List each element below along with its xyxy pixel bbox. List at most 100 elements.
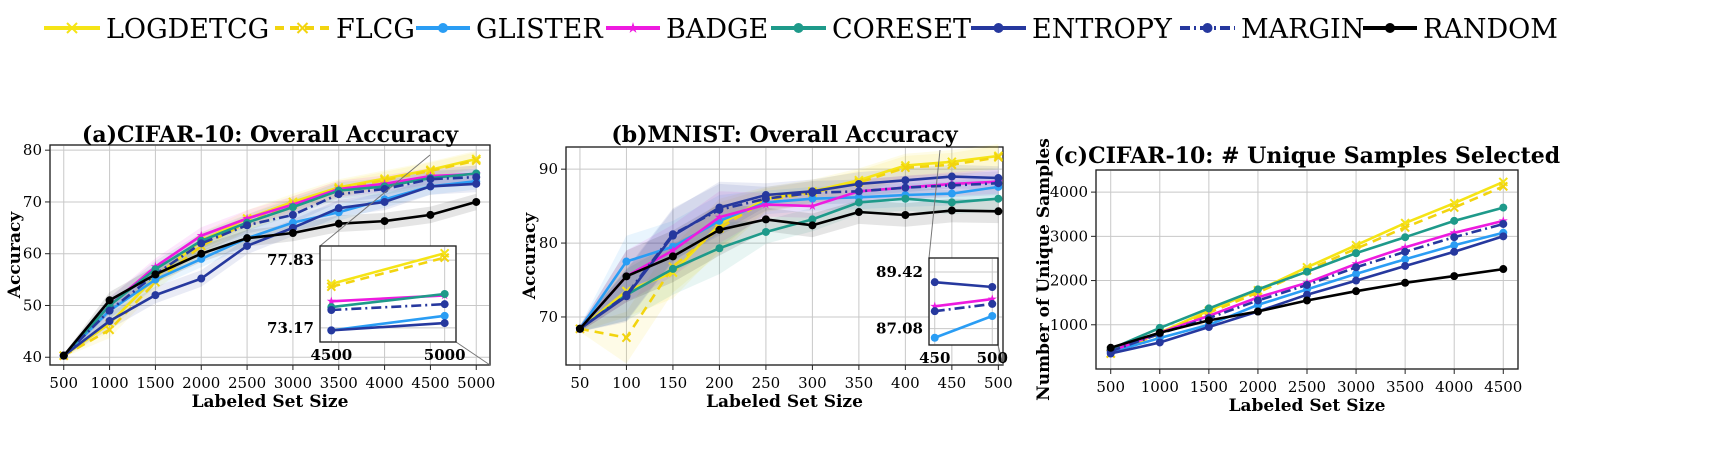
pa-point-random <box>105 296 114 305</box>
pc-point-coreset <box>1253 285 1262 294</box>
pa-series-random <box>59 197 481 360</box>
pb-band-logdetcg <box>579 144 999 332</box>
pb-point-flcg-b <box>993 152 1004 163</box>
pa-point-flcg <box>471 155 481 166</box>
pc-point-logdetcg <box>1351 240 1361 250</box>
pa-band-coreset <box>63 165 477 358</box>
pa-inset-point-badge <box>326 296 336 306</box>
pb-tick-label-y: 80 <box>539 234 558 252</box>
pb-inset-tick-label-y: 89.42 <box>876 263 923 281</box>
pa-tick-label-y: 70 <box>23 193 42 211</box>
pc-point-random <box>1155 328 1164 337</box>
legend-marker-badge <box>627 22 639 33</box>
pb-inset-connector <box>997 344 1004 366</box>
pb-point-logdetcg-b <box>900 160 911 171</box>
pc-point-coreset <box>1401 233 1410 242</box>
pc-tick-label-y: 3000 <box>1050 227 1088 245</box>
legend-label-glister: GLISTER <box>476 14 603 45</box>
pa-inset-tick-label-y: 73.17 <box>267 319 314 337</box>
pc-point-random <box>1106 343 1115 352</box>
pa-point-entropy <box>380 197 389 206</box>
legend-item-flcg: FLCG <box>275 14 415 45</box>
pc-point-flcg <box>1400 222 1410 233</box>
pa-point-random <box>472 197 481 206</box>
pb-band-flcg <box>579 145 999 364</box>
pa-point-logdetcg-b <box>471 154 481 164</box>
pc-point-random <box>1303 296 1311 305</box>
pc-point-coreset <box>1499 203 1508 212</box>
pb-point-margin <box>622 290 631 299</box>
pa-inset-border <box>319 245 457 343</box>
pa-point-random <box>288 229 297 237</box>
pc-point-margin <box>1253 296 1262 305</box>
pa-tick-label-y: 60 <box>23 245 42 263</box>
pa-point-logdetcg-b <box>379 173 390 184</box>
pb-point-margin <box>901 183 910 192</box>
pa-point-entropy <box>334 204 343 213</box>
pb-point-random <box>715 225 724 234</box>
pb-point-coreset <box>901 194 910 203</box>
pb-point-flcg-b <box>947 160 957 170</box>
pb-line-random <box>578 209 999 330</box>
pc-tick-label-x: 4000 <box>1435 378 1473 396</box>
legend-item-entropy: ENTROPY <box>971 14 1173 45</box>
pa-inset-point-entropy <box>440 319 449 328</box>
pb-inset-point-glister <box>988 312 997 320</box>
pa-band-logdetcg <box>63 150 477 358</box>
pa-tick-label-x: 4500 <box>411 374 449 392</box>
pb-point-random <box>668 252 677 261</box>
pa-point-entropy <box>472 179 481 188</box>
pb-point-random <box>761 215 770 224</box>
pa-point-margin <box>243 221 252 230</box>
pa-point-margin <box>288 210 297 219</box>
pb-xlabel: Labeled Set Size <box>706 392 863 412</box>
legend-marker-glister <box>438 23 448 33</box>
pc-point-badge <box>1449 228 1459 237</box>
pb-point-random <box>901 210 910 219</box>
pc-tick-label-x: 3000 <box>1337 378 1375 396</box>
pa-inset-line-entropy <box>331 321 445 332</box>
pc-point-coreset <box>1204 304 1213 313</box>
pc-tick-label-x: 3500 <box>1386 378 1424 396</box>
pb-point-entropy <box>947 172 956 181</box>
pb-plot-border <box>565 146 1004 366</box>
legend-marker-random <box>1385 23 1395 33</box>
pb-tick-label-x: 250 <box>752 374 781 392</box>
pb-band-entropy <box>579 164 999 332</box>
pc-point-flcg-b <box>1449 202 1459 213</box>
pb-point-badge <box>668 245 678 255</box>
pb-point-glister <box>622 257 631 266</box>
pb-inset-connector <box>928 149 941 259</box>
pb-inset-point-entropy <box>930 278 939 287</box>
pa-line-margin <box>62 175 477 357</box>
pa-tick-label-x: 4000 <box>365 374 403 392</box>
pb-tick-label-x: 450 <box>938 374 967 392</box>
pc-point-glister <box>1401 255 1410 264</box>
pc-point-badge <box>1400 242 1410 252</box>
pb-tick-label-x: 300 <box>798 374 827 392</box>
pc-point-margin <box>1401 247 1410 256</box>
pc-point-entropy <box>1303 290 1311 299</box>
pa-band-badge <box>63 165 477 358</box>
pb-point-flcg-b <box>900 162 911 173</box>
pb-point-margin <box>808 188 817 197</box>
pa-inset-point-margin <box>440 300 449 309</box>
pa-tick-label-x: 500 <box>49 374 78 392</box>
pb-tick-label-x: 400 <box>891 374 920 392</box>
pb-line-margin <box>579 181 999 330</box>
pa-point-badge <box>242 213 252 223</box>
pa-inset-connector <box>455 341 491 366</box>
pa-inset-line-margin <box>331 302 445 312</box>
pb-tick-label-x: 150 <box>659 374 688 392</box>
pa-inset: 77.83 73.17 4500 5000 <box>267 154 491 366</box>
pb-point-flcg <box>993 152 1004 163</box>
pa-inset-point-flcg-b <box>439 252 450 263</box>
pc-point-coreset <box>1352 249 1361 258</box>
pc-point-flcg-b <box>1400 222 1410 233</box>
legend-marker-entropy <box>993 23 1004 33</box>
pb-band-random <box>579 198 999 332</box>
legend-label-entropy: ENTROPY <box>1032 14 1173 45</box>
pb-point-logdetcg-b <box>947 157 957 167</box>
pc-point-entropy <box>1352 276 1361 285</box>
legend-marker-margin <box>1202 23 1213 33</box>
